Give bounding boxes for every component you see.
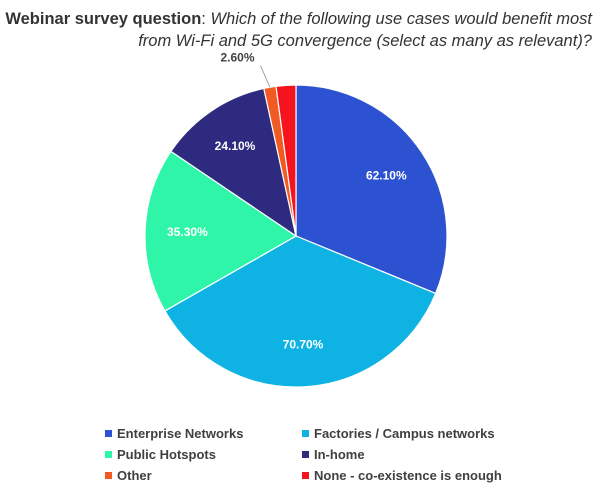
- legend-item-factories-campus-networks: Factories / Campus networks: [302, 426, 495, 441]
- data-label-factories-campus-networks: 70.70%: [283, 338, 324, 352]
- legend-swatch: [105, 451, 112, 458]
- data-label-in-home: 24.10%: [215, 139, 256, 153]
- legend-swatch: [302, 472, 309, 479]
- pie-slice-none-co-existence-is-enough: [275, 84, 297, 237]
- legend-swatch: [105, 430, 112, 437]
- pie-slice-in-home: [170, 87, 297, 238]
- legend-item-public-hotspots: Public Hotspots: [105, 447, 216, 462]
- title-question-line-1: Which of the following use cases would b…: [210, 10, 592, 28]
- legend-label: Factories / Campus networks: [314, 426, 495, 441]
- legend-swatch: [105, 472, 112, 479]
- title-bold: Webinar survey question: [5, 10, 202, 28]
- pie-slice-public-hotspots: [144, 150, 298, 312]
- legend-label: Enterprise Networks: [117, 426, 244, 441]
- data-label-public-hotspots: 35.30%: [167, 225, 208, 239]
- legend-label: Other: [117, 468, 152, 483]
- legend-item-other: Other: [105, 468, 152, 483]
- pie-slice-enterprise-networks: [295, 84, 448, 295]
- chart-title: Webinar survey question: Which of the fo…: [0, 8, 592, 52]
- pie-slice-factories-campus-networks: [164, 235, 437, 388]
- legend-item-in-home: In-home: [302, 447, 365, 462]
- legend-item-enterprise-networks: Enterprise Networks: [105, 426, 243, 441]
- legend-item-none-co-existence-is-enough: None - co-existence is enough: [302, 468, 502, 483]
- legend-label: Public Hotspots: [117, 447, 216, 462]
- data-label-enterprise-networks: 62.10%: [366, 169, 407, 183]
- data-label-other: 2.60%: [220, 51, 254, 65]
- legend-label: None - co-existence is enough: [314, 468, 502, 483]
- title-separator: :: [201, 10, 206, 28]
- legend-swatch: [302, 430, 309, 437]
- legend-label: In-home: [314, 447, 365, 462]
- title-question-line-2: from Wi-Fi and 5G convergence (select as…: [138, 32, 592, 50]
- leader-line-other: [260, 65, 271, 88]
- legend-swatch: [302, 451, 309, 458]
